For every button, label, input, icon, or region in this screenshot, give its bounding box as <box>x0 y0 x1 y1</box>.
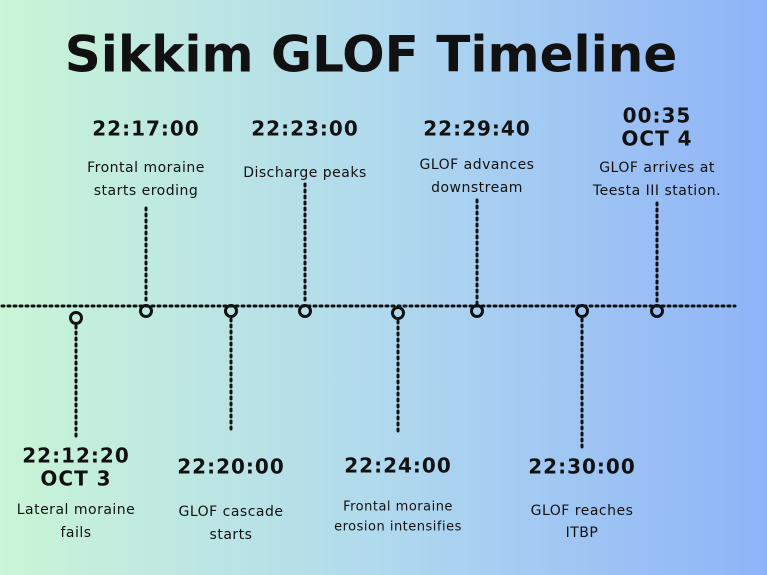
event-time: 00:35 <box>623 104 692 128</box>
event-description: fails <box>60 525 91 541</box>
event-marker <box>69 311 83 325</box>
event-time: 22:29:40 <box>423 117 531 141</box>
event-description: starts <box>210 527 253 543</box>
event-marker <box>224 304 238 318</box>
event-time: 22:17:00 <box>92 117 200 141</box>
event-marker <box>391 306 405 320</box>
event-time: 22:30:00 <box>528 455 636 479</box>
event-description: downstream <box>431 180 523 196</box>
event-time: 22:24:00 <box>344 454 452 478</box>
event-description: Discharge peaks <box>243 165 367 181</box>
event-description: ITBP <box>566 525 599 541</box>
event-description: starts eroding <box>94 183 199 199</box>
event-marker <box>470 304 484 318</box>
event-description: Frontal moraine <box>87 160 205 176</box>
event-date: OCT 3 <box>40 467 111 491</box>
event-description: GLOF arrives at <box>599 160 715 176</box>
event-marker <box>575 304 589 318</box>
event-marker <box>139 304 153 318</box>
event-time: 22:12:20 <box>22 444 130 468</box>
event-time: 22:20:00 <box>177 455 285 479</box>
event-description: Lateral moraine <box>17 502 136 518</box>
event-time: 22:23:00 <box>251 117 359 141</box>
event-marker <box>298 304 312 318</box>
event-description: GLOF advances <box>420 157 535 173</box>
event-description: GLOF cascade <box>178 504 283 520</box>
event-marker <box>650 304 664 318</box>
event-description: Frontal moraine <box>343 500 453 515</box>
event-description: erosion intensifies <box>334 520 462 535</box>
event-description: GLOF reaches <box>531 503 634 519</box>
title: Sikkim GLOF Timeline <box>65 26 678 84</box>
event-description: Teesta III station. <box>592 183 721 199</box>
event-date: OCT 4 <box>621 127 692 151</box>
